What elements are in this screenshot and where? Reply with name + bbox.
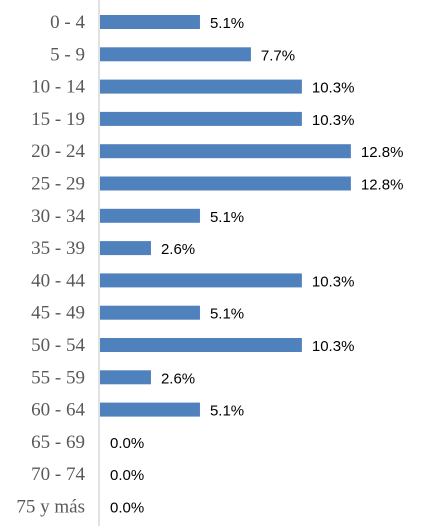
category-label: 5 - 9 (50, 44, 85, 65)
data-label: 10.3% (312, 80, 355, 97)
plot-area: 0 - 4 5.1% 5 - 9 7.7% 10 - 14 10.3% 15 - 19 10.… (16, 0, 403, 526)
category-label: 20 - 24 (31, 141, 85, 162)
data-label: 5.1% (210, 209, 244, 226)
category-label: 35 - 39 (31, 238, 85, 259)
category-label: 65 - 69 (31, 432, 85, 453)
category-label: 40 - 44 (31, 270, 85, 291)
category-label: 15 - 19 (31, 109, 85, 130)
category-label: 70 - 74 (31, 464, 85, 485)
bar-7 (100, 241, 151, 256)
bar-6 (100, 208, 200, 223)
bar-8 (100, 273, 302, 288)
data-label: 12.8% (361, 144, 404, 161)
data-label: 0.0% (110, 467, 144, 484)
data-label: 5.1% (210, 306, 244, 323)
data-label: 7.7% (261, 47, 295, 64)
category-label: 30 - 34 (31, 206, 85, 227)
data-label: 0.0% (110, 500, 144, 517)
data-label: 2.6% (161, 241, 195, 258)
data-label: 10.3% (312, 273, 355, 290)
category-label: 10 - 14 (31, 77, 85, 98)
bar-11 (100, 370, 151, 385)
bar-0 (100, 15, 200, 29)
category-label: 60 - 64 (31, 400, 85, 421)
data-label: 0.0% (110, 435, 144, 452)
data-label: 2.6% (161, 370, 195, 387)
bar-5 (100, 176, 351, 191)
bar-1 (100, 47, 251, 62)
bar-10 (100, 338, 302, 352)
category-label: 55 - 59 (31, 367, 85, 388)
bar-12 (100, 402, 200, 417)
data-label: 5.1% (210, 403, 244, 420)
data-label: 5.1% (210, 15, 244, 32)
bar-3 (100, 111, 302, 126)
bar-2 (100, 79, 302, 94)
category-label: 50 - 54 (31, 335, 85, 356)
bar-9 (100, 305, 200, 320)
bar-4 (100, 144, 351, 159)
category-label: 25 - 29 (31, 174, 85, 195)
category-label: 75 y más (16, 497, 85, 518)
category-label: 0 - 4 (50, 12, 85, 33)
data-label: 10.3% (312, 112, 355, 129)
category-label: 45 - 49 (31, 303, 85, 324)
data-label: 10.3% (312, 338, 355, 355)
data-label: 12.8% (361, 177, 404, 194)
